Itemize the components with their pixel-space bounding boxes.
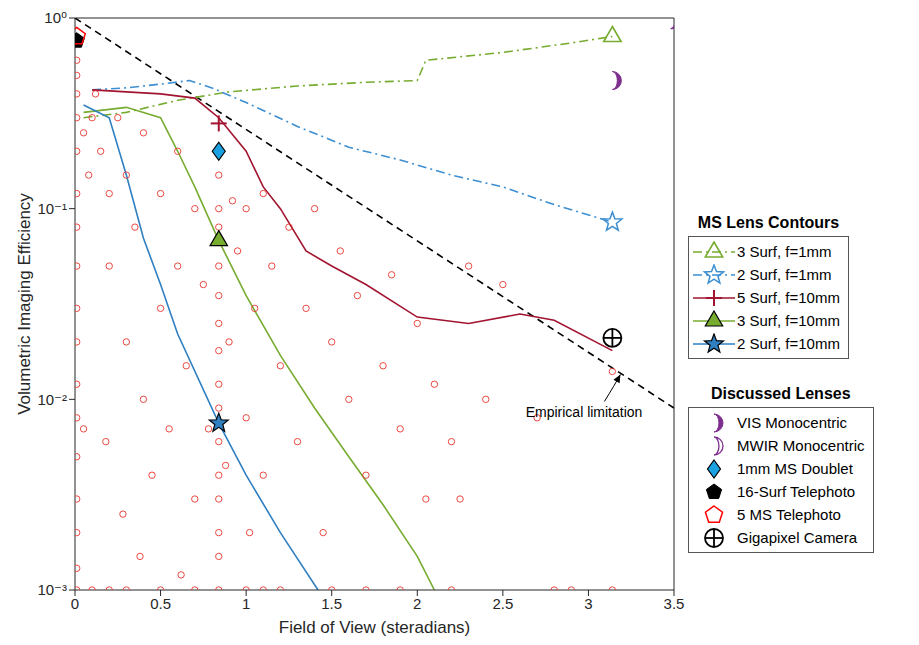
svg-text:2: 2 [413, 595, 421, 612]
html-text:1mm MS Doublet: 1mm MS Doublet [737, 460, 853, 477]
svg-text:10⁻²: 10⁻² [37, 391, 67, 408]
html-text:5 Surf, f=10mm: 5 Surf, f=10mm [737, 289, 840, 306]
svg-text:0.5: 0.5 [150, 595, 171, 612]
svg-text:2.5: 2.5 [492, 595, 513, 612]
html-text:Gigapixel Camera: Gigapixel Camera [737, 529, 858, 546]
html-text:5 MS Telephoto: 5 MS Telephoto [737, 506, 841, 523]
svg-text:10⁻³: 10⁻³ [37, 581, 67, 598]
svg-text:Volumetric Imaging Efficiency: Volumetric Imaging Efficiency [15, 193, 34, 415]
html-text:VIS Monocentric: VIS Monocentric [737, 414, 847, 431]
html-text:Discussed Lenses: Discussed Lenses [711, 385, 851, 402]
html-text:MWIR Monocentric: MWIR Monocentric [737, 437, 865, 454]
svg-text:3: 3 [584, 595, 592, 612]
html-text:MS Lens Contours: MS Lens Contours [697, 214, 840, 231]
svg-text:Field of View (steradians): Field of View (steradians) [279, 618, 471, 637]
svg-text:3.5: 3.5 [664, 595, 685, 612]
html-text:3 Surf, f=10mm: 3 Surf, f=10mm [737, 312, 840, 329]
html-text:16-Surf Telephoto: 16-Surf Telephoto [737, 483, 856, 500]
svg-text:1: 1 [242, 595, 250, 612]
html-text:2 Surf, f=10mm: 2 Surf, f=10mm [737, 335, 840, 352]
svg-text:1.5: 1.5 [321, 595, 342, 612]
html-text:3 Surf, f=1mm: 3 Surf, f=1mm [737, 243, 832, 260]
svg-text:Empirical limitation: Empirical limitation [526, 404, 643, 420]
svg-text:10⁻¹: 10⁻¹ [37, 200, 67, 217]
svg-text:10⁰: 10⁰ [44, 9, 67, 26]
svg-text:0: 0 [71, 595, 79, 612]
html-text:2 Surf, f=1mm: 2 Surf, f=1mm [737, 266, 832, 283]
